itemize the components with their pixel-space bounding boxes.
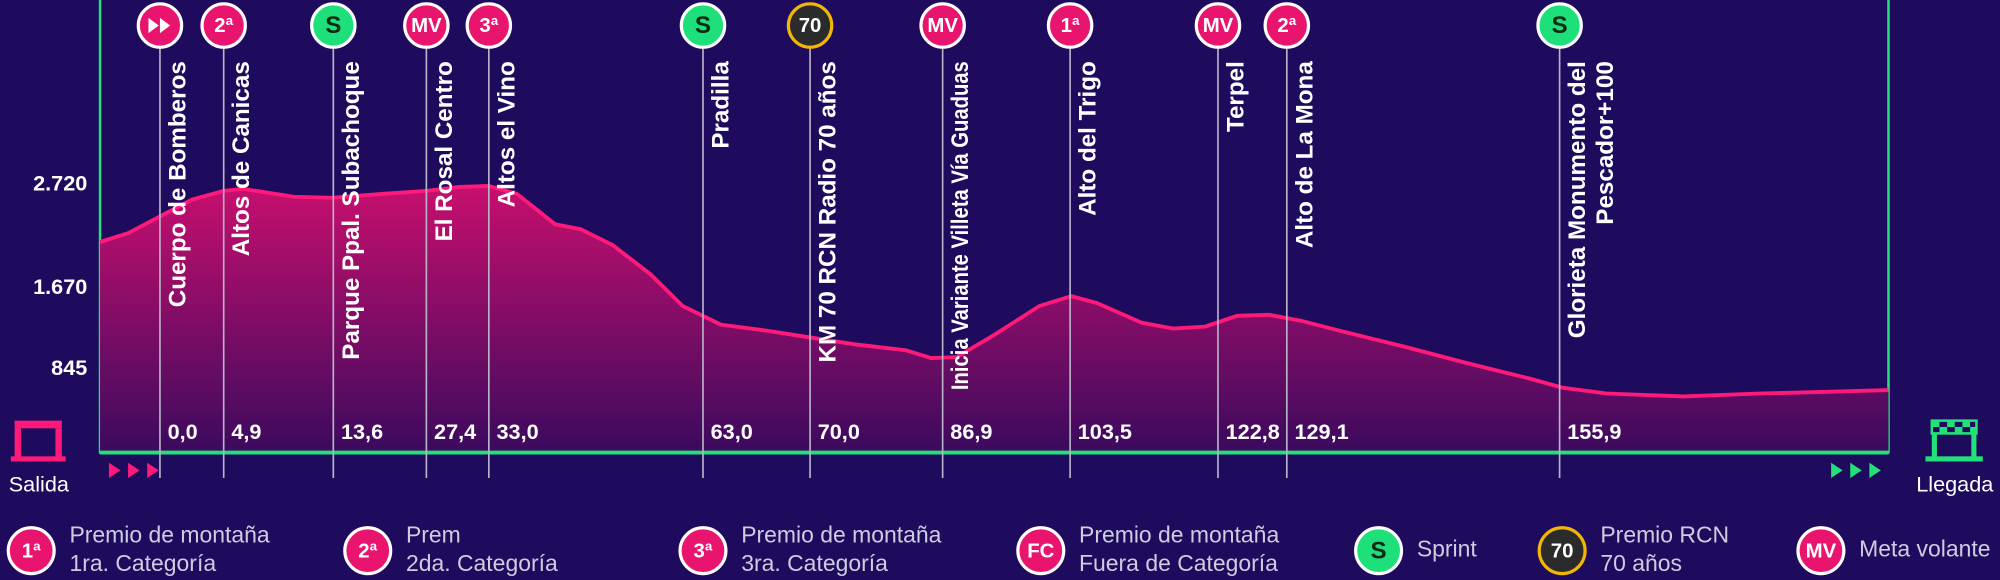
marker-km: 4,9 (231, 419, 261, 444)
marker-km: 103,5 (1078, 419, 1132, 444)
icon-circle (1016, 526, 1066, 576)
icon-fast-forward (148, 17, 171, 34)
y-tick-label: 1.670 (33, 274, 87, 299)
icon-text: 2ª (214, 15, 233, 37)
icon-text: 3ª (479, 15, 498, 37)
icon-text: 1ª (22, 540, 41, 562)
icon-circle (343, 526, 393, 576)
finish-label: Llegada (1916, 471, 1994, 496)
icon-text: FC (1027, 540, 1054, 562)
marker-km: 63,0 (711, 419, 753, 444)
start-arrows (108, 462, 159, 479)
icon-text: MV (411, 15, 442, 37)
marker-name: Altos de Canicas (228, 61, 255, 256)
icon-circle (1263, 2, 1311, 49)
icon-text: S (1371, 537, 1387, 564)
marker-name: Pradilla (708, 61, 735, 149)
legend-text: 3ra. Categoría (741, 550, 888, 576)
marker-name: Cuerpo de Bomberos (164, 61, 191, 307)
marker-name: Parque Ppal. Subachoque (338, 61, 365, 360)
icon-text: 70 (1551, 540, 1574, 562)
icon-circle (1354, 526, 1404, 576)
legend-text: 70 años (1600, 550, 1682, 576)
marker-name: Alto de La Mona (1291, 61, 1318, 248)
icon-text: MV (1806, 540, 1837, 562)
marker-km: 129,1 (1294, 419, 1348, 444)
marker-km: 86,9 (950, 419, 992, 444)
start-label: Salida (9, 471, 70, 496)
icon-text: MV (927, 15, 958, 37)
icon-text: 3ª (694, 540, 713, 562)
marker-km: 33,0 (496, 419, 538, 444)
legend-text: Meta volante (1859, 536, 1990, 562)
icon-text: 70 (799, 15, 822, 37)
icon-text: 1ª (1061, 15, 1080, 37)
icon-text: S (325, 12, 341, 39)
marker-km: 27,4 (434, 419, 476, 444)
icon-text: S (695, 12, 711, 39)
marker-km: 70,0 (818, 419, 860, 444)
marker-name: Glorieta Monumento del (1564, 61, 1591, 338)
start-icon (10, 420, 66, 462)
legend-text: Premio RCN (1600, 522, 1729, 548)
legend-text: Premio de montaña (741, 522, 941, 548)
icon-circle (1536, 2, 1583, 49)
elevation-line (99, 184, 1889, 399)
icon-circle (786, 2, 834, 49)
icon-circle (465, 2, 513, 49)
legend-text: 1ra. Categoría (69, 550, 216, 576)
finish-icon (1925, 419, 1983, 462)
icon-circle (6, 526, 56, 576)
icon-circle (1796, 526, 1846, 576)
marker-km: 122,8 (1226, 419, 1280, 444)
marker-km: 0,0 (168, 419, 198, 444)
icon-circle (919, 2, 966, 49)
marker-name: Pescador+100 (1592, 61, 1619, 225)
legend-text: Premio de montaña (1079, 522, 1279, 548)
icon-circle (1046, 2, 1094, 49)
icon-circle (1537, 526, 1587, 576)
marker-name: Inicia Variante Villeta Vía Guaduas (947, 61, 974, 390)
icon-text: 2ª (1277, 15, 1296, 37)
legend-text: 2da. Categoría (406, 550, 558, 576)
icon-circle (310, 2, 357, 49)
icon-text: 2ª (358, 540, 377, 562)
icon-circle (1194, 2, 1242, 49)
icon-circle (200, 2, 247, 49)
marker-name: El Rosal Centro (431, 61, 458, 241)
y-tick-label: 845 (51, 355, 87, 380)
marker-name: Altos el Vino (493, 61, 520, 207)
legend-text: Prem (406, 522, 461, 548)
legend-text: Fuera de Categoría (1079, 550, 1278, 576)
legend-text: Premio de montaña (69, 522, 269, 548)
y-tick-label: 2.720 (33, 171, 87, 196)
marker-name: Terpel (1222, 61, 1249, 132)
icon-circle (679, 2, 727, 49)
elevation-area (100, 185, 1889, 453)
marker-km: 13,6 (341, 419, 383, 444)
marker-km: 155,9 (1567, 419, 1621, 444)
icon-circle (403, 2, 450, 49)
marker-name: KM 70 RCN Radio 70 años (815, 61, 842, 362)
icon-text: S (1552, 12, 1568, 39)
legend-text: Sprint (1417, 536, 1478, 562)
marker-name: Alto del Trigo (1075, 61, 1102, 216)
icon-circle (678, 526, 728, 576)
finish-arrows (1831, 462, 1881, 479)
icon-text: MV (1203, 15, 1234, 37)
